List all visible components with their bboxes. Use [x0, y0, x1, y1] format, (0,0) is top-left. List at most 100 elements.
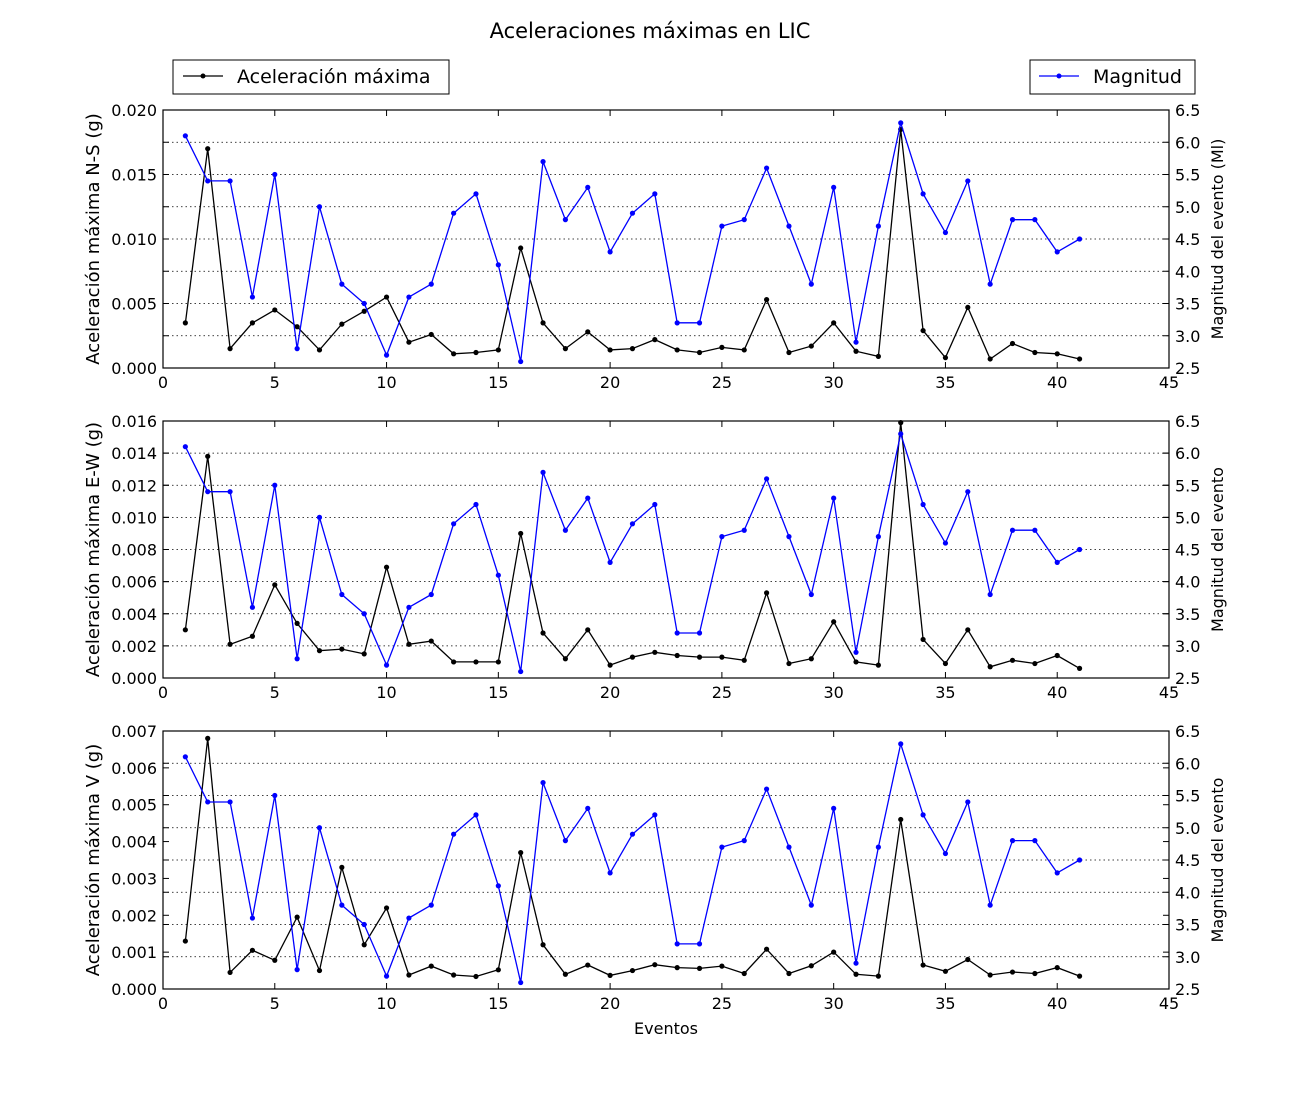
magnitude-point: [831, 495, 837, 501]
x-tick-label: 30: [823, 373, 843, 392]
magnitude-point: [294, 346, 300, 352]
legend-magnitude: Magnitud: [1029, 59, 1196, 95]
y2-tick-label: 6.0: [1175, 444, 1200, 463]
magnitude-point: [428, 281, 434, 287]
magnitude-point: [473, 812, 479, 818]
magnitude-point: [831, 805, 837, 812]
x-tick-label: 10: [376, 373, 396, 392]
magnitude-point: [607, 249, 613, 255]
acceleration-point: [875, 662, 881, 668]
magnitude-point: [674, 320, 680, 326]
acceleration-point: [518, 530, 524, 537]
acceleration-line: [184, 738, 1080, 978]
y-tick-label: 0.000: [111, 669, 157, 688]
acceleration-point: [942, 660, 949, 667]
magnitude-point: [920, 501, 926, 508]
x-tick-label: 25: [712, 994, 732, 1013]
magnitude-point: [294, 656, 300, 662]
x-axis-label: Eventos: [634, 1019, 698, 1038]
magnitude-point: [518, 979, 524, 986]
acceleration-point: [786, 970, 792, 977]
acceleration-point: [182, 320, 188, 326]
legend-acceleration-box: [172, 59, 450, 95]
acceleration-point: [764, 297, 770, 303]
y2-tick-label: 3.0: [1175, 327, 1200, 346]
magnitude-point: [495, 262, 501, 268]
magnitude-point: [406, 604, 412, 610]
magnitude-point: [585, 184, 591, 190]
x-tick-label: 20: [600, 994, 620, 1013]
x-tick-label: 45: [1159, 373, 1179, 392]
magnitude-point: [182, 754, 188, 760]
magnitude-point: [719, 223, 725, 229]
acceleration-point: [652, 962, 658, 968]
y-tick-label: 0.004: [111, 833, 157, 852]
acceleration-point: [987, 356, 993, 362]
y-tick-label: 0.016: [111, 412, 157, 431]
magnitude-point: [674, 630, 680, 636]
y2-tick-label: 6.5: [1175, 412, 1200, 431]
magnitude-point: [629, 210, 636, 216]
plot-frame: [162, 109, 1170, 369]
y-tick-label: 0.005: [111, 295, 157, 314]
acceleration-point: [764, 590, 770, 596]
acceleration-point: [227, 641, 233, 647]
acceleration-point: [942, 968, 949, 974]
acceleration-point: [339, 321, 345, 327]
acceleration-point: [875, 353, 881, 359]
acceleration-point: [786, 349, 792, 356]
magnitude-point: [652, 812, 658, 818]
acceleration-point: [406, 339, 412, 345]
magnitude-point: [428, 902, 434, 908]
magnitude-point: [898, 431, 904, 437]
magnitude-point: [786, 534, 792, 540]
magnitude-point: [965, 799, 971, 805]
x-tick-label: 25: [712, 373, 732, 392]
acceleration-point: [428, 638, 434, 644]
acceleration-point: [831, 949, 837, 955]
acceleration-point: [205, 735, 211, 741]
magnitude-point: [1054, 870, 1060, 876]
acceleration-point: [272, 957, 278, 963]
x-tick-label: 15: [488, 994, 508, 1013]
y2-tick-label: 3.0: [1175, 948, 1200, 967]
magnitude-point: [1076, 857, 1083, 863]
magnitude-point: [451, 210, 457, 216]
x-tick-label: 15: [488, 373, 508, 392]
acceleration-point: [383, 564, 390, 570]
magnitude-point: [607, 870, 613, 876]
legend-magnitude-marker: [1056, 73, 1062, 79]
magnitude-point: [249, 915, 256, 921]
y2-tick-label: 3.5: [1175, 295, 1200, 314]
acceleration-point: [607, 972, 613, 978]
y-tick-label: 0.008: [111, 541, 157, 560]
y-axis-label: Aceleración máxima V (g): [83, 744, 104, 977]
acceleration-point: [629, 346, 636, 352]
acceleration-point: [495, 967, 501, 973]
acceleration-point: [383, 905, 390, 911]
acceleration-point: [674, 347, 680, 353]
acceleration-point: [965, 956, 971, 963]
magnitude-point: [562, 838, 569, 844]
magnitude-point: [406, 915, 412, 921]
magnitude-point: [540, 780, 546, 786]
acceleration-point: [339, 864, 345, 870]
acceleration-point: [1032, 660, 1038, 667]
magnitude-point: [473, 501, 479, 508]
acceleration-series: [182, 420, 1083, 671]
acceleration-point: [227, 969, 233, 976]
acceleration-point: [987, 972, 993, 978]
magnitude-point: [585, 805, 591, 812]
acceleration-point: [451, 351, 457, 357]
magnitude-point: [786, 844, 792, 850]
magnitude-series: [182, 741, 1083, 986]
magnitude-point: [361, 300, 367, 307]
y-tick-label: 0.001: [111, 943, 157, 962]
acceleration-point: [182, 938, 188, 944]
magnitude-point: [898, 741, 904, 747]
x-tick-label: 45: [1159, 994, 1179, 1013]
y2-tick-label: 5.5: [1175, 166, 1200, 185]
magnitude-line: [184, 741, 1080, 983]
magnitude-point: [741, 527, 747, 533]
magnitude-point: [316, 204, 323, 210]
